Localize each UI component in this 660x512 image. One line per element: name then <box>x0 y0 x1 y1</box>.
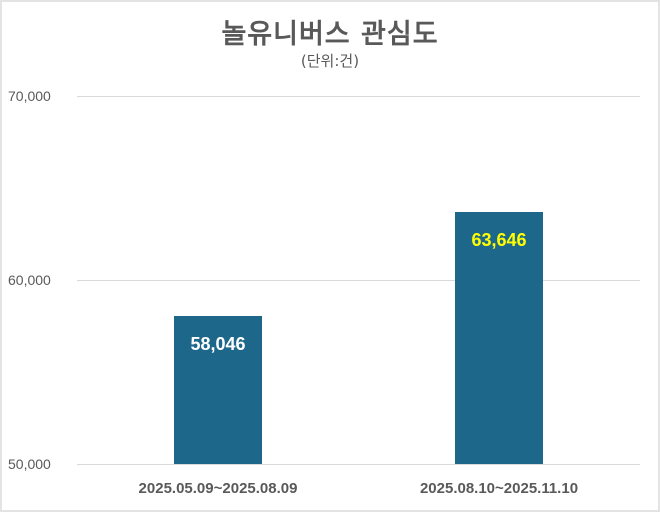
x-tick-period-2: 2025.08.10~2025.11.10 <box>419 480 579 497</box>
gridline-60000 <box>77 280 640 281</box>
bar-value-label-2: 63,646 <box>471 230 527 250</box>
y-tick-50000: 50,000 <box>8 456 51 472</box>
chart-title: 놀유니버스 관심도 <box>221 19 439 50</box>
chart-subtitle: (단위:건) <box>300 52 360 70</box>
y-tick-70000: 70,000 <box>8 88 51 104</box>
bar-period-1: 58,046 <box>174 316 262 464</box>
y-tick-60000: 60,000 <box>8 272 51 288</box>
bar-value-label-1: 58,046 <box>190 334 246 354</box>
gridline-50000 <box>77 464 640 465</box>
x-tick-period-1: 2025.05.09~2025.08.09 <box>138 480 298 497</box>
bar-period-2: 63,646 <box>455 212 543 464</box>
gridline-70000 <box>77 96 640 97</box>
